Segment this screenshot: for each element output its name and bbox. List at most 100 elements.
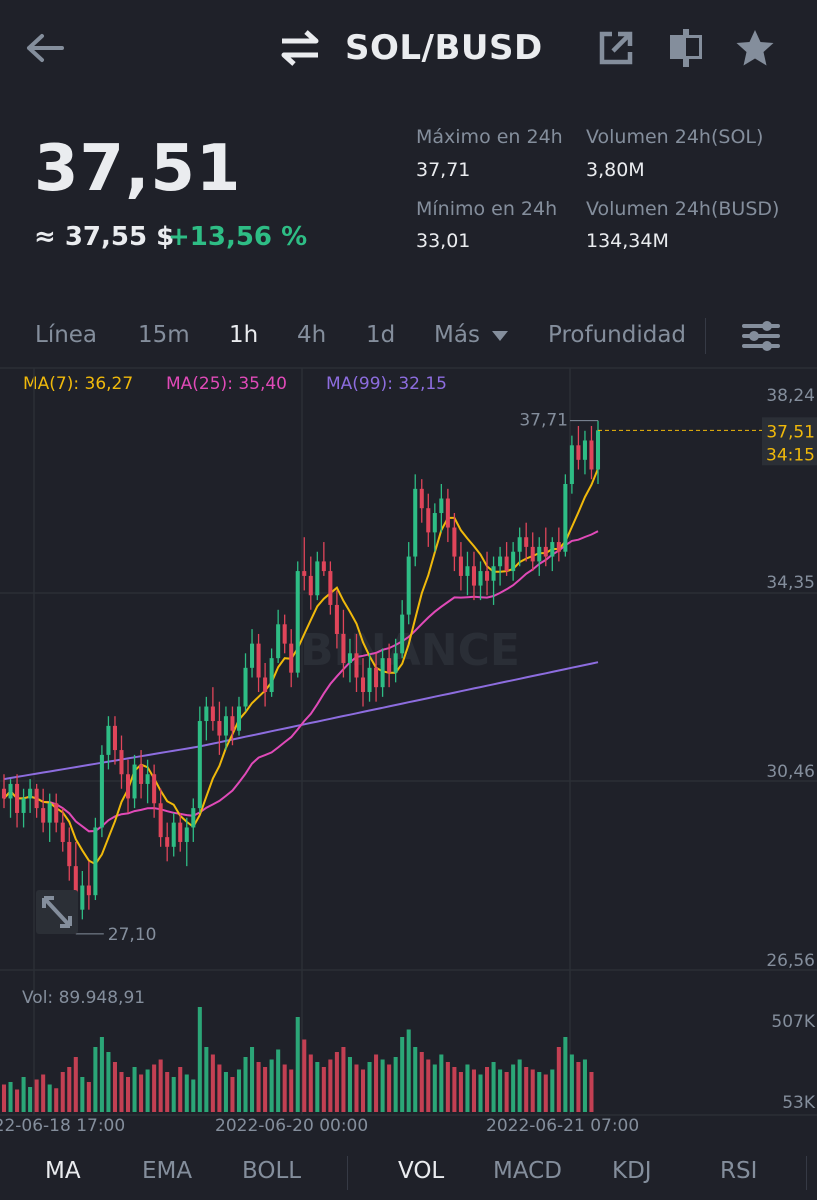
volume-bar bbox=[491, 1062, 496, 1112]
candle-body bbox=[73, 866, 78, 910]
back-button[interactable] bbox=[22, 26, 66, 70]
indicator-vol[interactable]: VOL bbox=[398, 1158, 445, 1184]
volume-bar bbox=[302, 1039, 307, 1112]
volume-y-tick: 53K bbox=[782, 1093, 816, 1113]
candle-body bbox=[204, 706, 209, 722]
volume-bar bbox=[256, 1062, 261, 1112]
candle-body bbox=[595, 430, 601, 470]
candle-body bbox=[191, 808, 196, 828]
candle-body bbox=[295, 571, 300, 673]
volume-bar bbox=[289, 1069, 294, 1112]
candle-body bbox=[210, 706, 215, 722]
candle-body bbox=[15, 783, 20, 813]
layout-button[interactable] bbox=[664, 26, 708, 70]
volume-bar bbox=[165, 1072, 170, 1112]
favorite-button[interactable] bbox=[733, 26, 777, 70]
low-24h-label: Mínimo en 24h bbox=[416, 198, 558, 220]
candle-body bbox=[139, 764, 144, 784]
expand-arrows-icon bbox=[42, 896, 72, 928]
volume-bar bbox=[360, 1069, 366, 1112]
volume-bar bbox=[184, 1074, 189, 1112]
indicator-kdj[interactable]: KDJ bbox=[612, 1158, 652, 1184]
high-24h-label: Máximo en 24h bbox=[416, 126, 563, 148]
volume-bar bbox=[236, 1069, 242, 1112]
volume-bar bbox=[354, 1064, 359, 1112]
x-tick-label: 2022-06-21 07:00 bbox=[486, 1116, 639, 1136]
candle-body bbox=[41, 808, 46, 823]
indicator-rsi[interactable]: RSI bbox=[720, 1158, 758, 1184]
volume-bar bbox=[158, 1059, 163, 1112]
candle-body bbox=[86, 885, 91, 896]
candle-body bbox=[387, 658, 392, 673]
share-external-icon bbox=[599, 31, 633, 65]
chart-settings-button[interactable] bbox=[740, 316, 782, 356]
pair-title[interactable]: SOL/BUSD bbox=[345, 28, 543, 68]
tab-1h[interactable]: 1h bbox=[229, 322, 259, 348]
tab-1d[interactable]: 1d bbox=[366, 322, 396, 348]
tab-4h[interactable]: 4h bbox=[297, 322, 327, 348]
candle-body bbox=[67, 841, 72, 867]
volume-bar bbox=[452, 1067, 457, 1112]
candle-body bbox=[432, 513, 437, 533]
volume-bar bbox=[321, 1067, 326, 1112]
candle-body bbox=[511, 551, 516, 572]
y-tick-label: 34,35 bbox=[766, 573, 815, 593]
candle-body bbox=[530, 546, 535, 562]
ma7-line bbox=[3, 468, 599, 866]
fullscreen-button[interactable] bbox=[36, 890, 78, 934]
candle-body bbox=[8, 783, 13, 799]
candle-body bbox=[302, 571, 307, 576]
low-marker-label: 27,10 bbox=[108, 925, 157, 945]
indicator-macd[interactable]: MACD bbox=[493, 1158, 562, 1184]
volume-bar bbox=[15, 1089, 20, 1112]
candle-body bbox=[439, 498, 444, 514]
candle-body bbox=[119, 750, 124, 775]
candle-body bbox=[152, 774, 157, 804]
candle-body bbox=[315, 561, 320, 596]
candle-body bbox=[47, 803, 52, 823]
candle-body bbox=[263, 677, 268, 693]
change-percent: +13,56 % bbox=[168, 222, 308, 252]
switch-pair-button[interactable] bbox=[278, 26, 322, 70]
candle-body bbox=[1, 788, 7, 799]
volume-bar bbox=[328, 1059, 333, 1112]
volume-quote-value: 134,34M bbox=[586, 230, 669, 252]
candle-body bbox=[347, 653, 352, 663]
volume-bar bbox=[511, 1064, 516, 1112]
candle-body bbox=[165, 837, 170, 847]
candle-body bbox=[34, 788, 39, 809]
tab-15m[interactable]: 15m bbox=[138, 322, 190, 348]
volume-bar bbox=[171, 1077, 176, 1112]
indicator-ema[interactable]: EMA bbox=[142, 1158, 193, 1184]
tab-more[interactable]: Más bbox=[434, 322, 509, 348]
volume-bar bbox=[106, 1052, 111, 1112]
volume-bar bbox=[191, 1079, 196, 1112]
volume-bar bbox=[543, 1074, 548, 1112]
volume-bar bbox=[295, 1017, 300, 1112]
indicator-ma[interactable]: MA bbox=[45, 1158, 81, 1184]
volume-bar bbox=[139, 1074, 144, 1112]
candle-body bbox=[393, 653, 398, 673]
volume-bar bbox=[152, 1064, 157, 1112]
candle-body bbox=[569, 445, 574, 485]
ma99-line bbox=[3, 661, 599, 781]
volume-bar bbox=[406, 1029, 411, 1112]
candle-body bbox=[419, 488, 424, 509]
volume-bar bbox=[119, 1072, 124, 1112]
candle-body bbox=[269, 658, 274, 693]
volume-bar bbox=[439, 1054, 444, 1112]
share-button[interactable] bbox=[594, 26, 638, 70]
tab-line[interactable]: Línea bbox=[35, 322, 98, 348]
candle-body bbox=[236, 706, 242, 731]
ma25-legend: MA(25): 35,40 bbox=[166, 374, 287, 394]
low-24h-value: 33,01 bbox=[416, 230, 471, 252]
candle-body bbox=[223, 716, 228, 736]
candle-body bbox=[289, 643, 294, 673]
volume-bar bbox=[341, 1047, 346, 1112]
tab-depth[interactable]: Profundidad bbox=[548, 322, 687, 348]
volume-bar bbox=[387, 1064, 392, 1112]
volume-bar bbox=[530, 1069, 535, 1112]
indicator-end-divider bbox=[806, 1156, 807, 1190]
indicator-boll[interactable]: BOLL bbox=[242, 1158, 302, 1184]
